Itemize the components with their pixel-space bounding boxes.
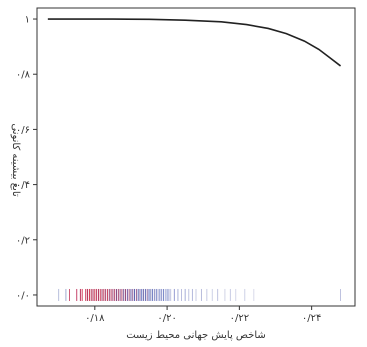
y-tick-label: ۰/۶ [16,125,30,136]
x-axis: ۰/۱۸ ۰/۲۰ ۰/۲۲ ۰/۲۴ [85,306,321,324]
x-tick-label: ۰/۱۸ [85,313,105,324]
y-tick-label: ۰/۲ [16,235,30,246]
y-axis: ۰/۰ ۰/۲ ۰/۴ ۰/۶ ۰/۸ ۱ [16,15,37,301]
plot-frame [36,7,356,307]
x-tick-label: ۰/۲۲ [230,313,249,324]
y-axis-title: تابع بیشینه کانونی [10,123,21,197]
x-tick-label: ۰/۲۰ [157,313,176,324]
rug-plot [58,288,341,301]
y-tick-label: ۰/۴ [16,180,30,191]
y-tick-label: ۰/۸ [16,70,31,81]
x-tick-label: ۰/۲۴ [302,313,321,324]
x-axis-title: شاخص پایش جهانی محیط زیست [126,330,266,341]
y-tick-label: ۱ [25,15,30,26]
y-tick-label: ۰/۰ [16,290,30,301]
series-line [47,18,342,67]
